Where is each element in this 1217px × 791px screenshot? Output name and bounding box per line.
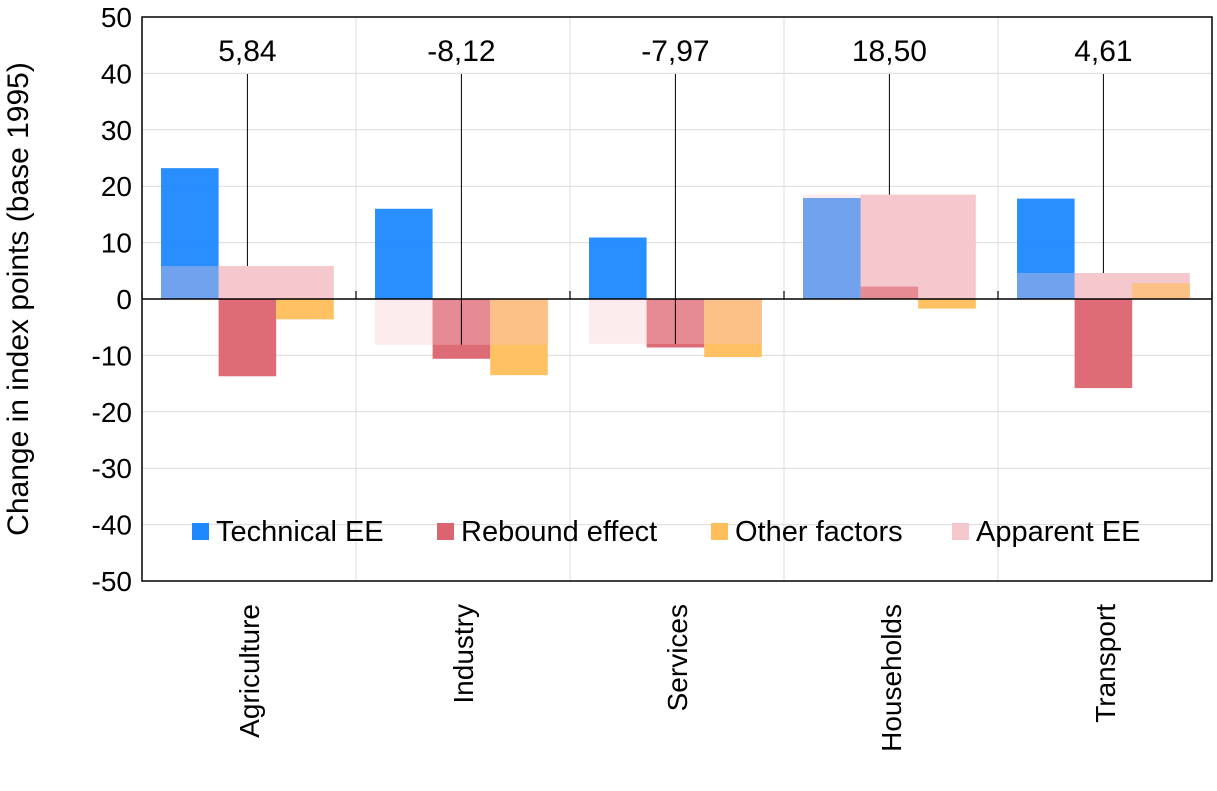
data-label: -8,12	[427, 35, 495, 68]
y-tick-label: 50	[101, 2, 132, 33]
bar-apparent-ee-overlay	[161, 266, 334, 299]
data-label: 4,61	[1074, 35, 1132, 68]
value-annotations: 5,84 -8,12 -7,97 18,50 4,61	[218, 35, 1133, 345]
bar-rebound-effect	[860, 286, 919, 299]
bar-technical-ee	[803, 198, 861, 299]
bar-rebound-effect	[218, 299, 277, 377]
bar-other-factors	[1132, 283, 1190, 299]
bar-technical-ee	[161, 168, 219, 299]
legend-label: Technical EE	[216, 516, 384, 548]
x-tick-label: Transport	[1090, 604, 1121, 723]
bar-other-factors	[704, 299, 762, 358]
y-axis-title: Change in index points (base 1995)	[2, 62, 35, 536]
legend-label: Other factors	[735, 516, 903, 548]
legend: Technical EE Rebound effect Other factors A…	[192, 516, 1140, 548]
legend-swatch	[437, 523, 454, 540]
legend-swatch	[192, 523, 209, 540]
bar-other-factors	[490, 299, 548, 376]
legend-label: Rebound effect	[461, 516, 657, 548]
data-label: -7,97	[641, 35, 709, 68]
bar-other-factors	[276, 299, 334, 320]
x-axis-labels: Agriculture Industry Services Households Tra…	[234, 604, 1121, 752]
bar-apparent-ee	[218, 266, 334, 299]
y-tick-label: -10	[92, 340, 132, 371]
y-tick-label: -30	[92, 453, 132, 484]
bar-technical-ee	[589, 237, 647, 299]
x-tick-label: Agriculture	[234, 604, 265, 738]
data-label: 5,84	[218, 35, 276, 68]
y-tick-label: -40	[92, 510, 132, 541]
bar-apparent-ee-overlay	[803, 194, 976, 299]
y-tick-label: 20	[101, 171, 132, 202]
data-label: 18,50	[852, 35, 927, 68]
bar-apparent-ee	[860, 194, 976, 299]
legend-swatch	[952, 523, 969, 540]
bar-technical-ee	[1017, 198, 1075, 299]
x-tick-label: Industry	[448, 604, 479, 704]
bar-other-factors	[918, 299, 976, 309]
x-tick-label: Services	[662, 604, 693, 711]
y-tick-label: 10	[101, 228, 132, 259]
y-tick-label: -50	[92, 566, 132, 597]
x-tick-label: Households	[876, 604, 907, 752]
y-tick-label: 30	[101, 115, 132, 146]
y-axis-ticks: 50 40 30 20 10 0 -10 -20 -30 -40 -50	[92, 2, 132, 597]
plot-frame	[141, 16, 1213, 582]
y-tick-label: 0	[116, 284, 132, 315]
bar-rebound-effect	[1074, 299, 1133, 389]
bar-technical-ee	[375, 208, 433, 299]
bar-apparent-ee-overlay	[1017, 272, 1190, 299]
y-tick-label: 40	[101, 58, 132, 89]
y-tick-label: -20	[92, 397, 132, 428]
legend-swatch	[711, 523, 728, 540]
legend-label: Apparent EE	[976, 516, 1140, 548]
